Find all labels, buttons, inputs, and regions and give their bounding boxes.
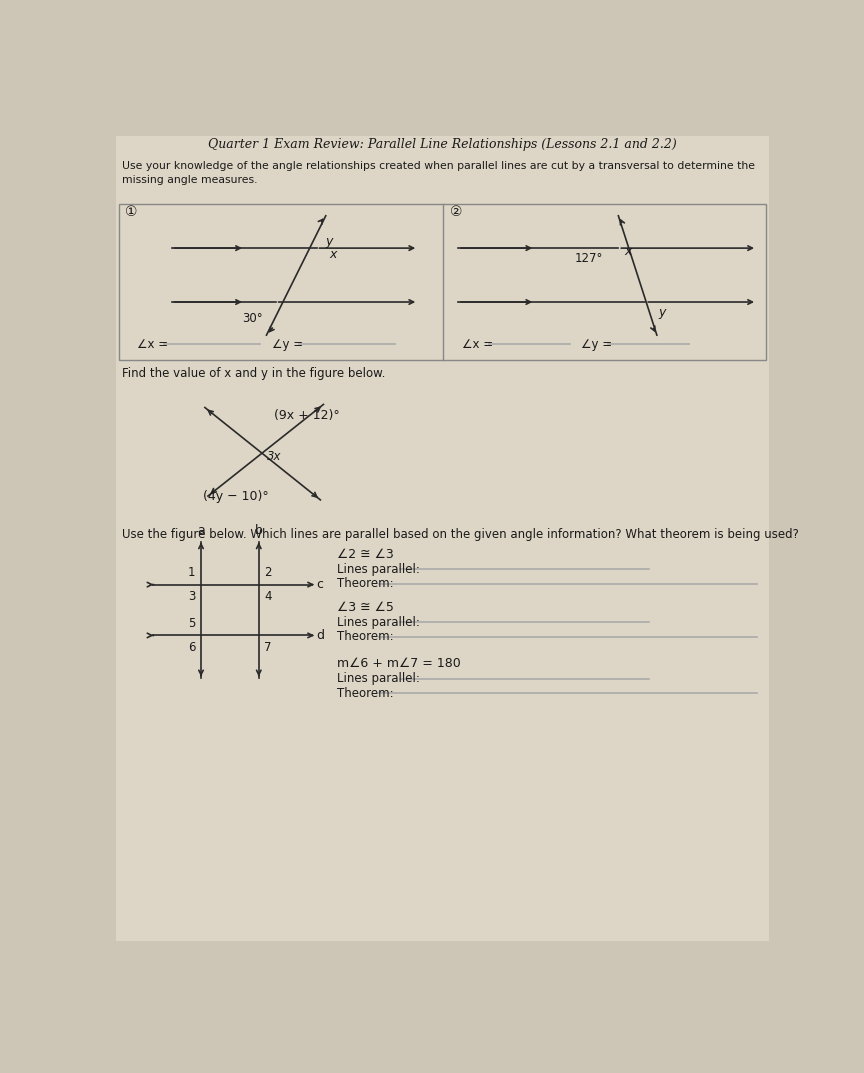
Text: (9x + 12)°: (9x + 12)°: [274, 409, 340, 422]
Text: y: y: [658, 306, 666, 319]
Text: Lines parallel:: Lines parallel:: [337, 616, 420, 629]
Text: y: y: [326, 235, 334, 249]
Text: Lines parallel:: Lines parallel:: [337, 562, 420, 576]
Text: a: a: [197, 524, 205, 536]
Text: x: x: [329, 248, 336, 261]
Text: 127°: 127°: [575, 252, 603, 265]
Text: 3x: 3x: [266, 450, 281, 462]
Text: ∠3 ≅ ∠5: ∠3 ≅ ∠5: [337, 601, 394, 614]
Text: b: b: [255, 524, 263, 536]
Text: ∠y =: ∠y =: [581, 338, 613, 351]
Text: c: c: [316, 578, 323, 591]
Text: 7: 7: [264, 641, 271, 653]
Text: 6: 6: [188, 641, 195, 653]
Text: Theorem:: Theorem:: [337, 577, 394, 590]
Text: 2: 2: [264, 567, 271, 579]
Bar: [119, 204, 766, 359]
Text: Use the figure below. Which lines are parallel based on the given angle informat: Use the figure below. Which lines are pa…: [123, 528, 799, 541]
Text: ①: ①: [125, 205, 138, 219]
Text: Lines parallel:: Lines parallel:: [337, 672, 420, 685]
Text: ②: ②: [450, 205, 463, 219]
Text: 1: 1: [188, 567, 195, 579]
Text: m∠6 + m∠7 = 180: m∠6 + m∠7 = 180: [337, 658, 461, 671]
Text: Use your knowledge of the angle relationships created when parallel lines are cu: Use your knowledge of the angle relation…: [123, 161, 755, 186]
Text: x: x: [625, 246, 632, 259]
Text: ∠x =: ∠x =: [462, 338, 493, 351]
Text: 30°: 30°: [242, 311, 263, 325]
Text: ∠y =: ∠y =: [272, 338, 303, 351]
Text: 4: 4: [264, 590, 271, 603]
Text: 3: 3: [188, 590, 195, 603]
Text: 5: 5: [188, 617, 195, 630]
Text: (4y − 10)°: (4y − 10)°: [203, 489, 269, 502]
Text: Theorem:: Theorem:: [337, 631, 394, 644]
Text: ∠2 ≅ ∠3: ∠2 ≅ ∠3: [337, 548, 394, 561]
Text: d: d: [316, 629, 325, 642]
Text: Find the value of x and y in the figure below.: Find the value of x and y in the figure …: [123, 367, 386, 380]
Text: Theorem:: Theorem:: [337, 687, 394, 700]
Text: Quarter 1 Exam Review: Parallel Line Relationships (Lessons 2.1 and 2.2): Quarter 1 Exam Review: Parallel Line Rel…: [208, 137, 677, 150]
Text: ∠x =: ∠x =: [137, 338, 168, 351]
